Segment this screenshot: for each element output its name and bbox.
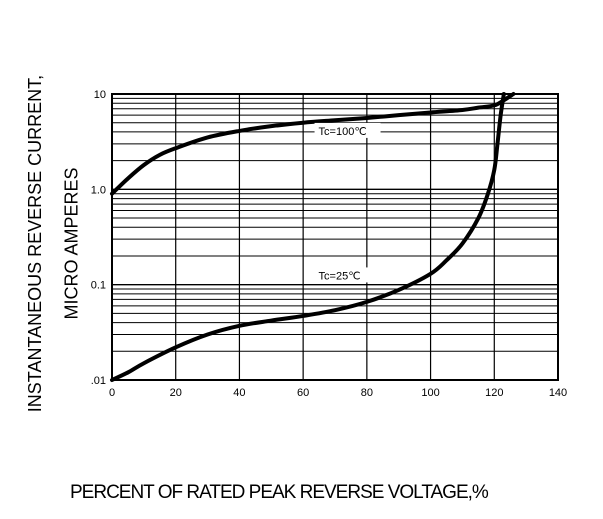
y-axis-label-line-1: INSTANTANEOUS REVERSE CURRENT, <box>24 74 45 412</box>
y-tick-label: 1.0 <box>91 184 106 196</box>
series-line-tc-100 <box>110 92 516 196</box>
x-tick-label: 0 <box>109 387 115 399</box>
x-axis-label: PERCENT OF RATED PEAK REVERSE VOLTAGE,% <box>70 482 489 503</box>
x-tick-label: 100 <box>421 387 439 399</box>
y-tick-label: 0.1 <box>91 280 106 292</box>
x-tick-label: 40 <box>233 387 245 399</box>
series-annotation-label: Tc=100℃ <box>319 126 367 138</box>
x-tick-label: 140 <box>549 387 567 399</box>
x-tick-label: 80 <box>361 387 373 399</box>
tick-labels: 0 20 40 60 80 100 120 140 .01 0.1 1.0 10 <box>91 89 567 399</box>
y-tick-label: .01 <box>91 375 106 387</box>
series-annotations: Tc=100℃ Tc=25℃ <box>314 122 381 283</box>
series-line-tc-25 <box>110 92 506 382</box>
x-tick-label: 60 <box>297 387 309 399</box>
plot-frame <box>111 93 559 381</box>
y-axis-label-line-2: MICRO AMPERES <box>61 166 82 320</box>
annotation-background <box>314 267 381 283</box>
x-tick-label: 20 <box>170 387 182 399</box>
y-tick-label: 10 <box>94 89 106 101</box>
x-tick-label: 120 <box>485 387 503 399</box>
series-annotation-label: Tc=25℃ <box>319 270 361 282</box>
grid <box>111 94 559 381</box>
series-lines <box>110 92 516 382</box>
annotation-background <box>314 122 381 138</box>
